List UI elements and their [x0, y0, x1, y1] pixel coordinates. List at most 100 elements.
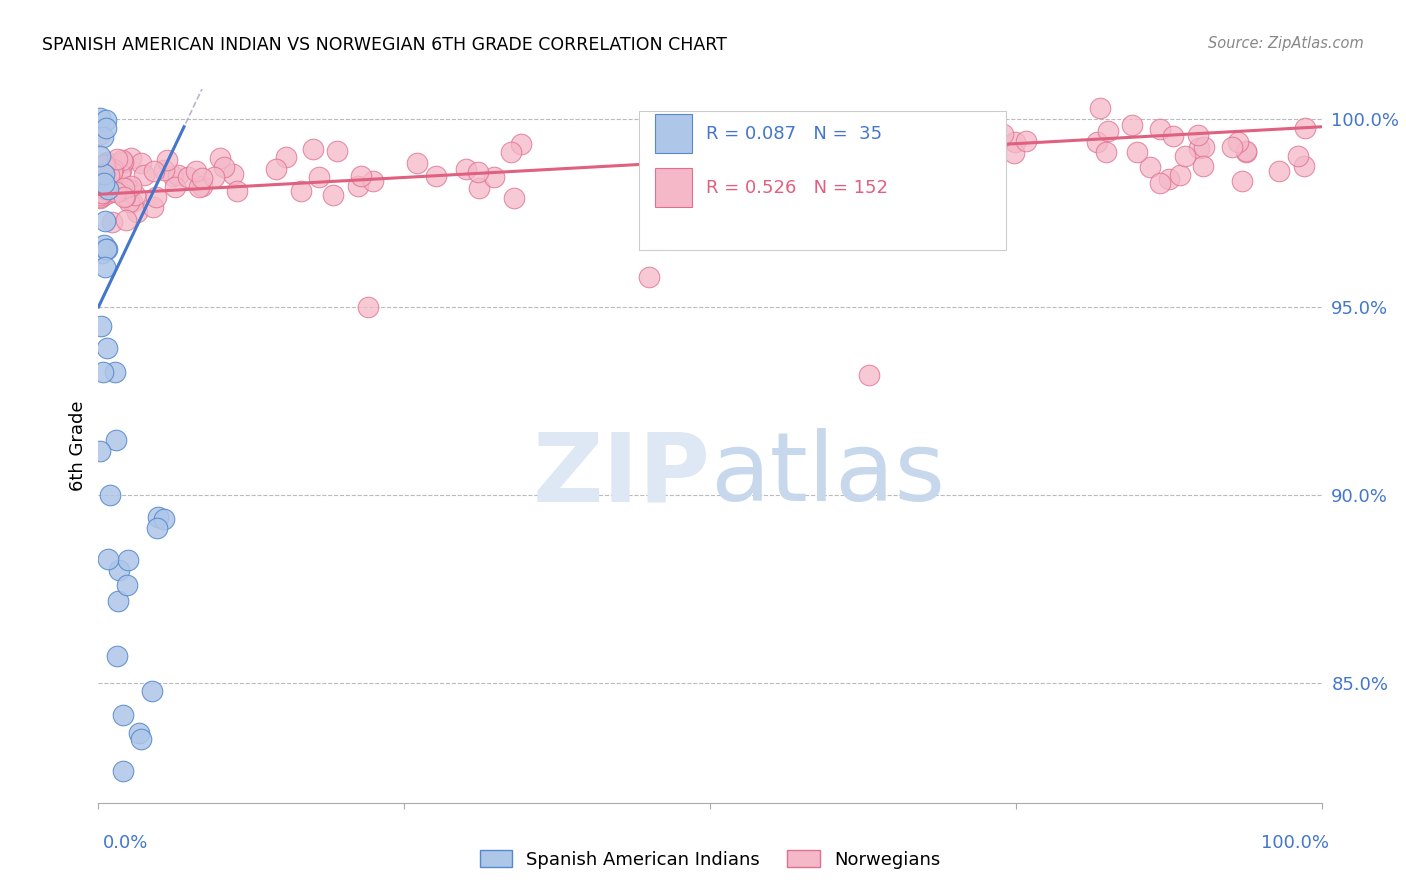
Point	[146, 521, 169, 535]
Point	[96, 179, 118, 194]
Point	[1149, 176, 1171, 190]
Point	[96, 341, 118, 355]
FancyBboxPatch shape	[640, 111, 1007, 250]
Text: 0.0%: 0.0%	[103, 834, 148, 852]
Point	[454, 161, 477, 176]
Point	[509, 137, 531, 152]
Point	[93, 176, 115, 190]
Point	[101, 165, 124, 179]
Point	[1139, 160, 1161, 174]
Point	[290, 184, 312, 198]
Point	[1192, 140, 1215, 154]
Point	[875, 148, 897, 162]
Point	[1159, 171, 1181, 186]
Point	[94, 159, 117, 173]
Point	[89, 175, 111, 189]
Point	[1267, 163, 1289, 178]
Point	[96, 242, 118, 256]
Point	[120, 179, 142, 194]
Point	[932, 152, 955, 166]
Point	[935, 144, 957, 158]
Point	[865, 132, 887, 146]
Point	[637, 270, 661, 285]
Point	[97, 186, 120, 201]
Point	[1085, 135, 1108, 149]
Point	[163, 179, 186, 194]
Point	[96, 243, 118, 257]
Point	[153, 512, 176, 526]
Point	[166, 169, 188, 183]
Point	[153, 162, 176, 177]
Point	[132, 169, 155, 183]
Point	[145, 190, 167, 204]
Point	[1234, 145, 1257, 159]
Point	[115, 180, 138, 194]
Point	[1097, 123, 1119, 137]
Point	[993, 127, 1015, 141]
Point	[103, 184, 125, 198]
Point	[89, 191, 111, 205]
Point	[89, 183, 111, 197]
Point	[1294, 121, 1316, 136]
Text: ZIP: ZIP	[531, 428, 710, 521]
Point	[425, 169, 447, 184]
Point	[112, 764, 135, 778]
Point	[1161, 129, 1184, 144]
Bar	[655, 114, 692, 153]
Point	[1188, 141, 1211, 155]
Point	[1004, 136, 1026, 150]
Point	[1125, 145, 1147, 159]
Point	[129, 731, 152, 746]
Point	[1088, 101, 1111, 115]
Point	[322, 188, 344, 202]
Point	[308, 170, 330, 185]
Point	[350, 169, 373, 183]
Point	[108, 563, 131, 577]
Point	[900, 131, 922, 145]
Point	[110, 166, 132, 180]
Point	[838, 167, 860, 181]
Point	[191, 178, 214, 193]
Point	[89, 128, 111, 142]
Point	[93, 158, 115, 172]
Point	[467, 165, 489, 179]
Point	[953, 145, 976, 159]
Point	[862, 154, 884, 169]
Point	[302, 142, 325, 156]
Point	[93, 158, 115, 172]
Point	[361, 174, 384, 188]
Point	[921, 155, 943, 169]
Point	[117, 553, 139, 567]
Point	[96, 155, 118, 169]
Point	[1149, 121, 1171, 136]
Point	[146, 509, 169, 524]
Point	[89, 188, 111, 202]
Point	[910, 127, 932, 141]
Point	[222, 167, 245, 181]
Point	[105, 152, 128, 166]
Point	[98, 488, 121, 502]
Point	[108, 185, 131, 199]
Point	[188, 180, 211, 194]
Point	[931, 176, 953, 190]
Point	[931, 135, 953, 149]
Text: Source: ZipAtlas.com: Source: ZipAtlas.com	[1208, 36, 1364, 51]
Point	[93, 260, 115, 274]
Point	[112, 154, 135, 169]
Point	[946, 128, 969, 142]
Point	[104, 433, 127, 447]
Point	[226, 184, 249, 198]
Point	[177, 169, 200, 184]
Point	[89, 169, 111, 184]
Point	[111, 153, 134, 167]
Point	[869, 126, 891, 140]
Point	[1192, 159, 1215, 173]
Point	[141, 684, 163, 698]
Point	[93, 238, 115, 252]
Point	[107, 594, 129, 608]
Point	[1015, 135, 1038, 149]
Point	[1232, 173, 1254, 187]
Point	[104, 365, 127, 379]
Point	[101, 162, 124, 177]
Point	[970, 151, 993, 165]
